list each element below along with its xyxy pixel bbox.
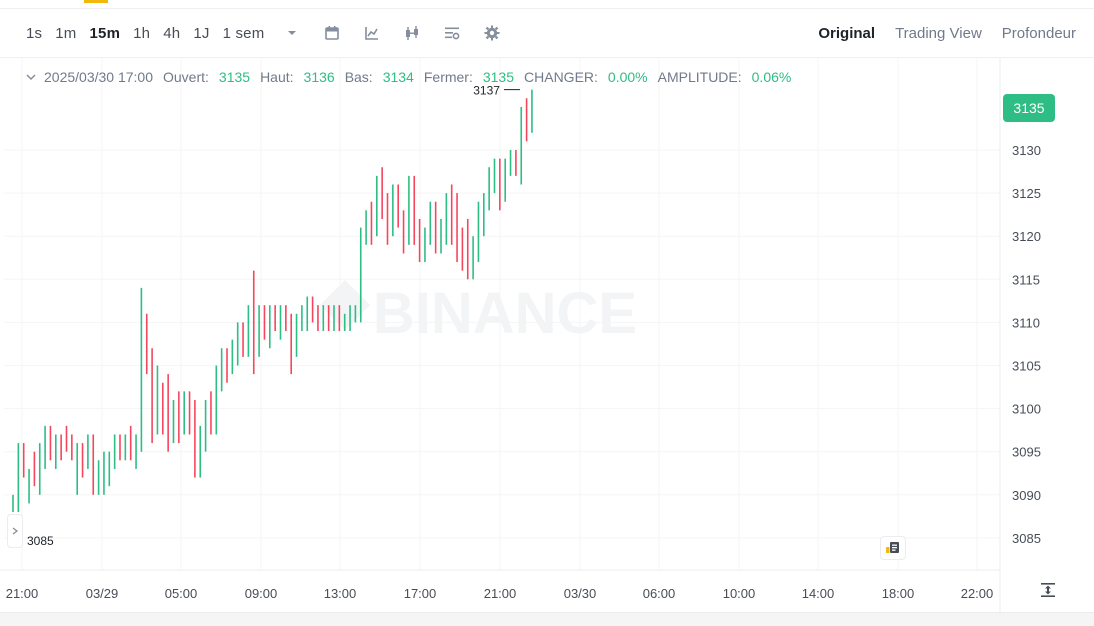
price-tick-label: 3130 <box>1012 143 1041 158</box>
interval-1m[interactable]: 1m <box>55 24 77 42</box>
time-tick-label: 17:00 <box>404 586 437 601</box>
time-tick-label: 03/29 <box>86 586 119 601</box>
time-tick-label: 21:00 <box>6 586 39 601</box>
time-tick-label: 13:00 <box>324 586 357 601</box>
interval-1h[interactable]: 1h <box>133 24 151 42</box>
legend-close-value: 3135 <box>482 69 515 85</box>
view-profondeur[interactable]: Profondeur <box>1001 24 1076 42</box>
gear-icon[interactable] <box>483 24 501 42</box>
price-tick-label: 3085 <box>1012 531 1041 546</box>
time-tick-label: 06:00 <box>643 586 676 601</box>
legend-amplitude-label: AMPLITUDE: <box>657 69 742 85</box>
price-tick-label: 3115 <box>1012 272 1040 287</box>
binance-logo-icon <box>320 280 370 330</box>
legend-low-label: Bas: <box>344 69 373 85</box>
chevron-down-icon[interactable] <box>26 72 36 82</box>
legend-amplitude-value: 0.06% <box>751 69 792 85</box>
time-tick-label: 21:00 <box>484 586 517 601</box>
time-tick-label: 14:00 <box>802 586 835 601</box>
chevron-right-icon <box>12 527 19 535</box>
time-tick-label: 03/30 <box>564 586 597 601</box>
interval-selector: 1s 1m 15m 1h 4h 1J 1 sem <box>26 9 501 57</box>
view-original[interactable]: Original <box>818 24 876 42</box>
legend-change-value: 0.00% <box>607 69 648 85</box>
price-tick-label: 3105 <box>1012 359 1041 374</box>
fit-chart-button[interactable] <box>1038 580 1058 600</box>
price-tick-label: 3125 <box>1012 186 1041 201</box>
fit-vertical-icon <box>1041 583 1055 597</box>
interval-1j[interactable]: 1J <box>193 24 210 42</box>
legend-high-value: 3136 <box>303 69 335 85</box>
legend-low-value: 3134 <box>382 69 414 85</box>
active-tab-indicator <box>84 0 108 3</box>
candles-icon[interactable] <box>403 24 421 42</box>
interval-1-sem[interactable]: 1 sem <box>222 24 265 42</box>
caret-down-icon[interactable] <box>283 24 301 42</box>
time-tick-label: 10:00 <box>723 586 756 601</box>
time-tick-label: 09:00 <box>245 586 278 601</box>
time-tick-label: 18:00 <box>882 586 915 601</box>
interval-15m[interactable]: 15m <box>89 24 121 42</box>
current-price-badge: 3135 <box>1003 94 1055 122</box>
legend-change-label: CHANGER: <box>524 69 598 85</box>
price-tick-label: 3090 <box>1012 488 1041 503</box>
bottom-bar <box>0 612 1094 626</box>
chart-note-button[interactable] <box>880 536 906 560</box>
price-chart[interactable]: BINANCE 3130 3125 3120 3115 3110 3105 3100 3095 3… <box>0 58 1094 612</box>
min-marker-label: 3085 <box>27 534 54 548</box>
time-tick-label: 22:00 <box>961 586 994 601</box>
calendar-icon[interactable] <box>323 24 341 42</box>
legend-close-label: Fermer: <box>423 69 473 85</box>
interval-4h[interactable]: 4h <box>163 24 181 42</box>
view-trading-view[interactable]: Trading View <box>895 24 982 42</box>
collapse-panel-button[interactable] <box>7 514 23 548</box>
legend-open-label: Ouvert: <box>163 69 209 85</box>
price-tick-label: 3110 <box>1012 315 1040 330</box>
interval-1s[interactable]: 1s <box>26 24 43 42</box>
price-tick-label: 3095 <box>1012 445 1041 460</box>
line-chart-icon[interactable] <box>363 24 381 42</box>
watermark-text: BINANCE <box>373 281 637 346</box>
note-icon <box>886 542 899 553</box>
price-tick-label: 3100 <box>1012 402 1041 417</box>
legend-date: 2025/03/30 17:00 <box>44 69 153 85</box>
time-tick-label: 05:00 <box>165 586 198 601</box>
legend-high-label: Haut: <box>260 69 294 85</box>
max-marker-label: 3137 <box>473 84 500 98</box>
ohlc-legend: 2025/03/30 17:00 Ouvert: 3135 Haut: 3136… <box>26 68 801 86</box>
chart-toolbar: 1s 1m 15m 1h 4h 1J 1 sem <box>0 8 1094 58</box>
indicators-icon[interactable] <box>443 24 461 42</box>
view-selector: Original Trading View Profondeur <box>798 9 1076 57</box>
price-tick-label: 3120 <box>1012 229 1041 244</box>
legend-open-value: 3135 <box>218 69 251 85</box>
